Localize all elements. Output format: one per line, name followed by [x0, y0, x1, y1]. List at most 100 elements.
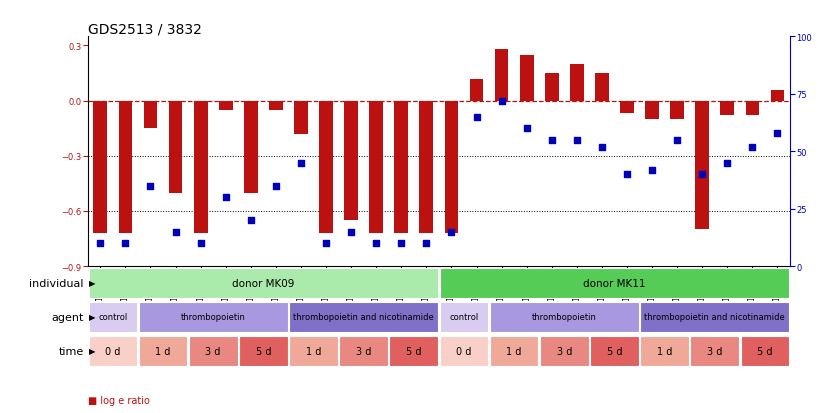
Bar [370, 101, 383, 233]
Point [470, 114, 483, 121]
Bar [746, 101, 759, 116]
Text: thrombopoietin and nicotinamide: thrombopoietin and nicotinamide [645, 313, 785, 322]
Bar [645, 101, 659, 120]
Bar [696, 101, 709, 230]
Bar [89, 268, 438, 299]
Point [420, 240, 433, 247]
Bar [94, 101, 107, 233]
Text: 3 d: 3 d [557, 346, 572, 356]
Text: thrombopoietin: thrombopoietin [532, 313, 597, 322]
Bar [640, 336, 689, 366]
Text: control: control [99, 313, 127, 322]
Bar [440, 336, 488, 366]
Bar [319, 101, 333, 233]
Point [545, 137, 558, 144]
Bar [139, 302, 288, 332]
Text: 5 d: 5 d [757, 346, 772, 356]
Bar [590, 336, 639, 366]
Point [219, 195, 232, 201]
Bar [395, 101, 408, 233]
Bar [495, 50, 508, 101]
Bar [741, 336, 789, 366]
Bar [445, 101, 458, 233]
Point [721, 160, 734, 166]
Point [344, 229, 358, 235]
Point [520, 126, 533, 132]
Bar [721, 101, 734, 116]
Text: thrombopoietin: thrombopoietin [181, 313, 246, 322]
Text: donor MK09: donor MK09 [232, 278, 294, 288]
Point [370, 240, 383, 247]
Bar [239, 336, 288, 366]
Text: 5 d: 5 d [406, 346, 421, 356]
Point [670, 137, 684, 144]
Text: ■ log e ratio: ■ log e ratio [88, 395, 150, 405]
Text: individual: individual [29, 278, 84, 288]
Bar [119, 101, 132, 233]
Point [595, 144, 609, 150]
Point [696, 171, 709, 178]
Bar [691, 336, 739, 366]
Text: 5 d: 5 d [607, 346, 622, 356]
Point [395, 240, 408, 247]
Text: 1 d: 1 d [507, 346, 522, 356]
Bar [520, 55, 533, 101]
Bar [470, 79, 483, 101]
Bar [89, 302, 137, 332]
Bar [139, 336, 187, 366]
Bar [570, 65, 584, 101]
Bar [244, 101, 257, 193]
Point [746, 144, 759, 150]
Bar [771, 90, 784, 101]
Bar [219, 101, 232, 111]
Text: GDS2513 / 3832: GDS2513 / 3832 [88, 22, 201, 36]
Point [294, 160, 308, 166]
Text: ▶: ▶ [89, 313, 96, 322]
Bar [294, 101, 308, 134]
Bar [289, 302, 438, 332]
Text: ■ percentile rank within the sample: ■ percentile rank within the sample [88, 412, 265, 413]
Bar [420, 101, 433, 233]
Point [319, 240, 333, 247]
Text: donor MK11: donor MK11 [584, 278, 645, 288]
Point [771, 130, 784, 137]
Text: 3 d: 3 d [707, 346, 722, 356]
Bar [169, 101, 182, 193]
Bar [440, 302, 488, 332]
Bar [189, 336, 237, 366]
Text: 1 d: 1 d [657, 346, 672, 356]
Bar [194, 101, 207, 233]
Point [194, 240, 207, 247]
Bar [390, 336, 438, 366]
Point [269, 183, 283, 190]
Bar [269, 101, 283, 111]
Bar [620, 101, 634, 114]
Text: 0 d: 0 d [105, 346, 120, 356]
Text: 1 d: 1 d [306, 346, 321, 356]
Point [620, 171, 634, 178]
Text: agent: agent [51, 312, 84, 322]
Text: thrombopoietin and nicotinamide: thrombopoietin and nicotinamide [293, 313, 434, 322]
Text: ▶: ▶ [89, 279, 96, 288]
Bar [670, 101, 684, 120]
Bar [545, 74, 558, 101]
Bar [640, 302, 789, 332]
Bar [339, 336, 388, 366]
Bar [89, 336, 137, 366]
Point [169, 229, 182, 235]
Text: 3 d: 3 d [206, 346, 221, 356]
Point [119, 240, 132, 247]
Text: control: control [450, 313, 478, 322]
Bar [595, 74, 609, 101]
Point [645, 167, 659, 173]
Bar [490, 336, 538, 366]
Bar [490, 302, 639, 332]
Point [445, 229, 458, 235]
Bar [289, 336, 338, 366]
Point [144, 183, 157, 190]
Text: time: time [59, 346, 84, 356]
Bar [540, 336, 589, 366]
Text: 1 d: 1 d [155, 346, 171, 356]
Bar [344, 101, 358, 221]
Text: 0 d: 0 d [456, 346, 472, 356]
